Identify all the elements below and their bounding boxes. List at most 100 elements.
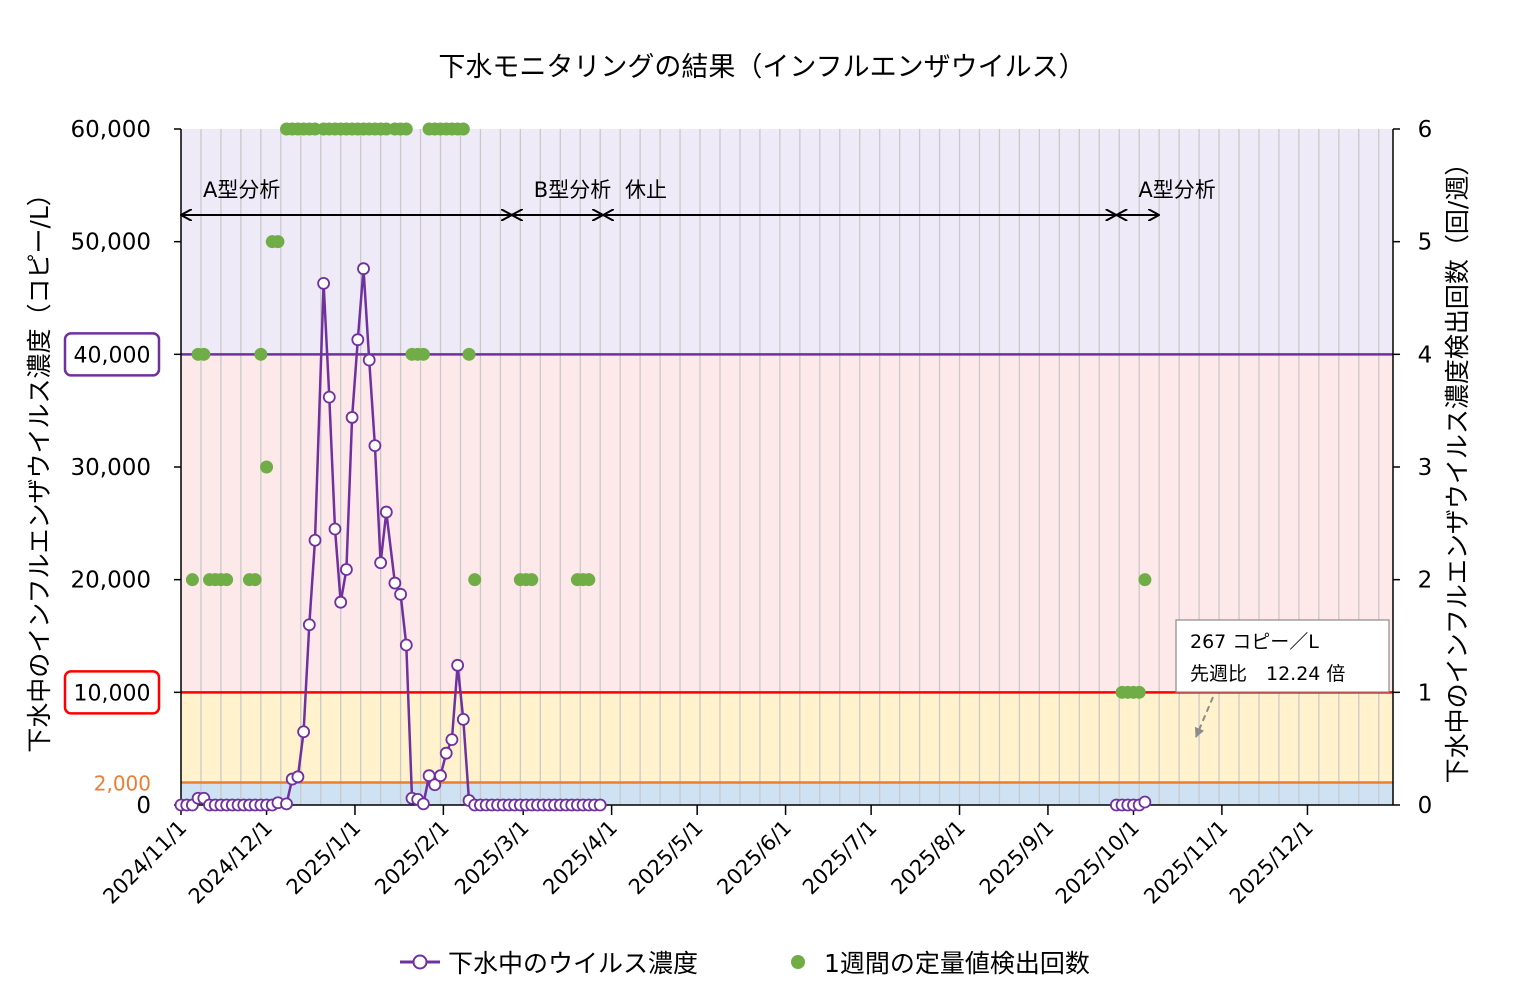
legend: 下水中のウイルス濃度 1週間の定量値検出回数: [400, 949, 1090, 978]
band-1: [181, 692, 1393, 783]
x-tick-label: 2025/3/1: [450, 816, 534, 900]
concentration-point: [345, 411, 359, 424]
detection-count-dot: [1132, 685, 1146, 699]
concentration-point: [308, 533, 322, 547]
detection-count-dot: [416, 347, 430, 361]
legend-label-detections: 1週間の定量値検出回数: [824, 949, 1090, 978]
y-right-tick-label: 0: [1418, 793, 1433, 819]
concentration-point: [388, 576, 402, 590]
threshold-label-box-2: [63, 332, 161, 377]
detection-count-dot: [185, 573, 199, 587]
detection-count-dot: [220, 573, 234, 587]
callout-line-2: 先週比 12.24 倍: [1190, 663, 1345, 685]
band-0: [181, 782, 1393, 805]
callout-box: 267 コピー／L 先週比 12.24 倍: [1175, 619, 1390, 738]
threshold-lines: 2,000 10,000 40,000: [63, 332, 1393, 795]
x-tick-label: 2025/8/1: [886, 816, 970, 900]
detection-count-dot: [582, 573, 596, 587]
detection-count-dot: [1138, 573, 1152, 587]
analysis-period-annotations: A型分析 B型分析 休止 A型分析: [181, 178, 1216, 215]
concentration-point: [317, 276, 330, 290]
threshold-label-0: 2,000: [94, 771, 151, 795]
threshold-label-1: 10,000: [74, 681, 151, 706]
y-left-tick-label: 0: [136, 793, 151, 819]
y-right-tick-label: 5: [1418, 230, 1433, 256]
concentration-point: [351, 333, 365, 347]
x-tick-label: 2025/6/1: [712, 816, 796, 900]
detection-count-dot: [462, 347, 476, 361]
virus-concentration-series: [174, 262, 1152, 812]
detection-count-dot: [456, 122, 470, 136]
concentration-point: [322, 390, 336, 404]
concentration-point: [280, 797, 293, 811]
callout-line-1: 267 コピー／L: [1190, 631, 1319, 653]
y-right-tick-label: 4: [1418, 342, 1433, 368]
x-tick-label: 2025/4/1: [538, 816, 622, 900]
threshold-label-2: 40,000: [74, 343, 151, 368]
y-axis-left-label: 下水中のインフルエンザウイルス濃度（コピー/L）: [25, 181, 54, 753]
threshold-bands: [181, 129, 1393, 805]
concentration-point: [416, 797, 430, 811]
x-tick-label: 2025/11/1: [1139, 816, 1232, 909]
concentration-point: [394, 587, 407, 601]
concentration-point: [451, 658, 465, 672]
x-tick-label: 2024/12/1: [184, 816, 277, 909]
x-tick-label: 2025/5/1: [624, 816, 708, 900]
legend-dot-swatch: [791, 955, 805, 969]
y-right-tick-label: 3: [1418, 455, 1433, 481]
x-tick-label: 2025/10/1: [1051, 816, 1144, 909]
y-axis-right-label: 下水中のインフルエンザウイルス濃度検出回数（回/週）: [1443, 151, 1472, 784]
detection-count-dot: [271, 235, 285, 249]
y-right-tick-label: 1: [1418, 680, 1433, 706]
x-tick-label: 2024/11/1: [98, 816, 191, 909]
x-tick-label: 2025/7/1: [798, 816, 882, 900]
y-right-tick-label: 6: [1418, 117, 1433, 143]
detection-count-dot: [468, 573, 482, 587]
y-left-tick-label: 20,000: [71, 568, 151, 594]
callout-pointer: [1194, 696, 1214, 738]
chart-title: 下水モニタリングの結果（インフルエンザウイルス）: [438, 52, 1085, 83]
y-left-tick-label: 30,000: [71, 455, 151, 481]
x-tick-label: 2025/1/1: [282, 816, 366, 900]
detection-count-series: [185, 122, 1152, 699]
detection-count-dot: [254, 347, 268, 361]
concentration-point: [328, 522, 342, 536]
y-left-tick-label: 60,000: [71, 117, 151, 143]
detection-count-dot: [197, 347, 211, 361]
x-tick-label: 2025/2/1: [370, 816, 454, 900]
y-right-tick-label: 2: [1418, 568, 1433, 594]
concentration-point: [302, 618, 316, 632]
detection-count-dot: [260, 460, 274, 474]
x-tick-label: 2025/9/1: [975, 816, 1059, 900]
concentration-point: [593, 798, 607, 812]
concentration-point: [340, 563, 353, 576]
concentration-point: [439, 746, 453, 760]
concentration-point: [445, 733, 459, 747]
threshold-label-box-1: [63, 670, 161, 715]
concentration-point: [428, 778, 442, 792]
concentration-point: [291, 770, 305, 784]
concentration-point: [362, 353, 376, 367]
concentration-point: [399, 638, 413, 652]
detection-count-dot: [248, 573, 262, 587]
y-left-tick-label: 50,000: [71, 230, 151, 256]
concentration-point: [379, 505, 393, 519]
band-3: [181, 129, 1393, 355]
legend-label-concentration: 下水中のウイルス濃度: [448, 949, 698, 978]
concentration-point: [368, 439, 382, 452]
concentration-point: [434, 769, 447, 783]
detection-count-dot: [525, 573, 539, 587]
concentration-point: [374, 556, 388, 570]
legend-line-marker: [412, 954, 428, 970]
concentration-point: [357, 262, 370, 276]
concentration-point: [1138, 795, 1152, 809]
detection-count-dot: [399, 122, 413, 136]
period-label-1: B型分析: [534, 178, 611, 202]
concentration-point: [456, 712, 470, 726]
concentration-point: [334, 595, 348, 609]
concentration-point: [297, 725, 311, 739]
period-label-3: A型分析: [1138, 178, 1215, 202]
x-tick-label: 2025/12/1: [1225, 816, 1318, 909]
period-label-2: 休止: [625, 178, 667, 202]
